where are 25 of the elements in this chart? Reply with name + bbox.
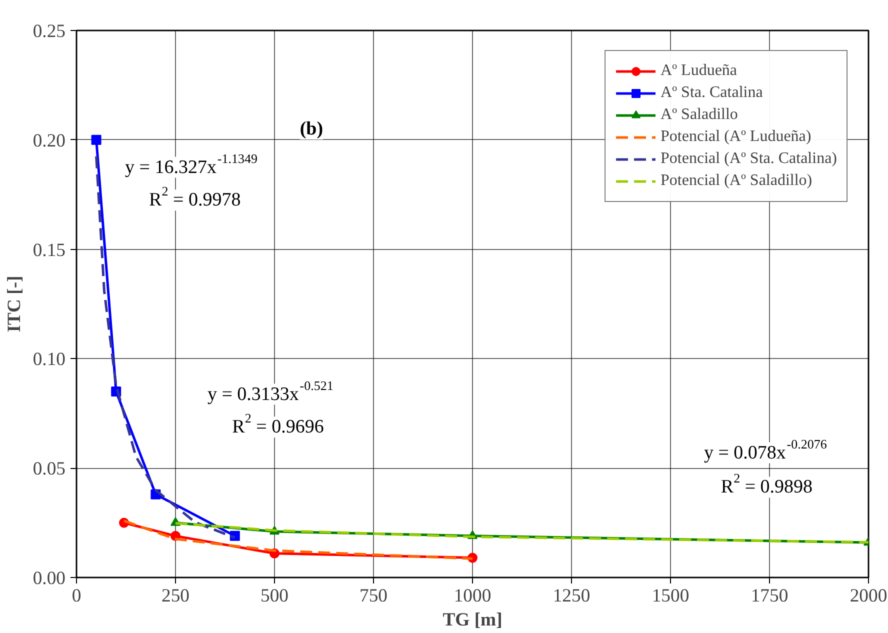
y-tick-label: 0.05: [32, 458, 66, 480]
x-tick-label: 1000: [454, 586, 492, 606]
x-axis-title: TG [m]: [442, 610, 502, 630]
y-tick-label: 0.20: [32, 130, 66, 152]
x-tick-label: 250: [162, 586, 190, 606]
legend-label: Aº Saladillo: [660, 106, 738, 124]
legend-label: Potencial (Aº Sta. Catalina): [660, 150, 837, 168]
legend-label: Aº Sta. Catalina: [660, 84, 763, 102]
legend-label: Potencial (Aº Ludueña): [660, 128, 812, 146]
legend-label: Aº Ludueña: [660, 62, 738, 80]
x-tick-label: 750: [360, 586, 388, 606]
legend-label: Potencial (Aº Saladillo): [660, 172, 812, 190]
point: [91, 134, 102, 145]
y-axis-title: ITC [-]: [4, 276, 25, 332]
x-tick-label: 500: [260, 586, 288, 606]
x-tick-label: 1500: [652, 586, 690, 606]
y-tick-label: 0.10: [32, 349, 66, 370]
x-tick-label: 0: [72, 586, 82, 606]
x-tick-label: 1250: [552, 586, 590, 606]
y-tick-label: 0.00: [32, 568, 66, 589]
x-tick-label: 2000: [850, 586, 888, 606]
annotation: (b): [300, 118, 324, 140]
y-tick-label: 0.25: [32, 21, 66, 42]
x-tick-label: 1750: [750, 586, 788, 606]
y-tick-label: 0.15: [32, 240, 66, 261]
